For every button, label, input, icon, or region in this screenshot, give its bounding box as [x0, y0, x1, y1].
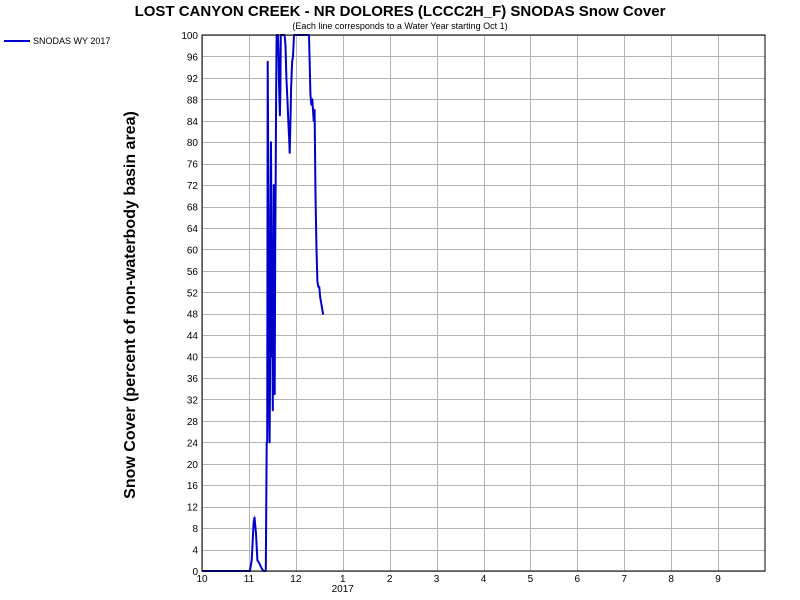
y-tick-label: 4 [192, 546, 198, 557]
grid [202, 35, 765, 572]
y-axis-label: Snow Cover (percent of non-waterbody bas… [122, 111, 139, 499]
y-tick-label: 56 [187, 267, 199, 278]
y-tick-label: 40 [187, 353, 199, 364]
y-tick-label: 60 [187, 245, 199, 256]
x-tick-labels: 10 11 12 1 2 3 4 5 6 7 8 9 [196, 574, 721, 585]
y-tick-label: 80 [187, 138, 199, 149]
y-tick-label: 96 [187, 52, 199, 63]
y-tick-label: 36 [187, 374, 199, 385]
x-tick-label: 9 [715, 574, 721, 585]
y-tick-label: 68 [187, 203, 199, 214]
y-tick-label: 84 [187, 117, 199, 128]
x-tick-label: 12 [290, 574, 302, 585]
y-tick-label: 64 [187, 224, 199, 235]
x-tick-label: 1 [340, 574, 346, 585]
x-tick-label: 8 [668, 574, 674, 585]
y-tick-label: 52 [187, 288, 199, 299]
y-tick-label: 48 [187, 310, 199, 321]
y-tick-label: 32 [187, 395, 199, 406]
y-tick-label: 100 [181, 31, 198, 42]
plot-frame [201, 34, 766, 572]
series-line-0 [202, 34, 324, 572]
y-tick-label: 28 [187, 417, 199, 428]
x-tick-label: 6 [575, 574, 581, 585]
y-tick-label: 16 [187, 481, 199, 492]
legend-label-wy2017: SNODAS WY 2017 [33, 36, 110, 46]
y-tick-label: 20 [187, 460, 199, 471]
x-tick-label: 4 [481, 574, 487, 585]
y-tick-label: 0 [192, 567, 198, 578]
series [202, 34, 324, 572]
x-tick-label: 2 [387, 574, 393, 585]
y-tick-label: 8 [192, 524, 198, 535]
x-tick-label: 5 [528, 574, 534, 585]
y-tick-label: 76 [187, 160, 199, 171]
x-tick-label: 7 [621, 574, 627, 585]
y-tick-label: 72 [187, 181, 199, 192]
y-tick-label: 88 [187, 95, 199, 106]
y-tick-label: 44 [187, 331, 199, 342]
x-tick-label: 3 [434, 574, 440, 585]
chart-subtitle: (Each line corresponds to a Water Year s… [292, 21, 507, 31]
x-year-label: 2017 [332, 584, 355, 595]
x-tick-label: 10 [196, 574, 208, 585]
y-tick-label: 12 [187, 503, 199, 514]
y-tick-labels: 0481216202428323640444852566064687276808… [181, 31, 198, 578]
y-tick-label: 24 [187, 438, 199, 449]
legend: SNODAS WY 2017 [4, 36, 110, 46]
y-tick-label: 92 [187, 74, 199, 85]
chart-title: LOST CANYON CREEK - NR DOLORES (LCCC2H_F… [135, 3, 666, 20]
x-tick-label: 11 [244, 574, 255, 585]
